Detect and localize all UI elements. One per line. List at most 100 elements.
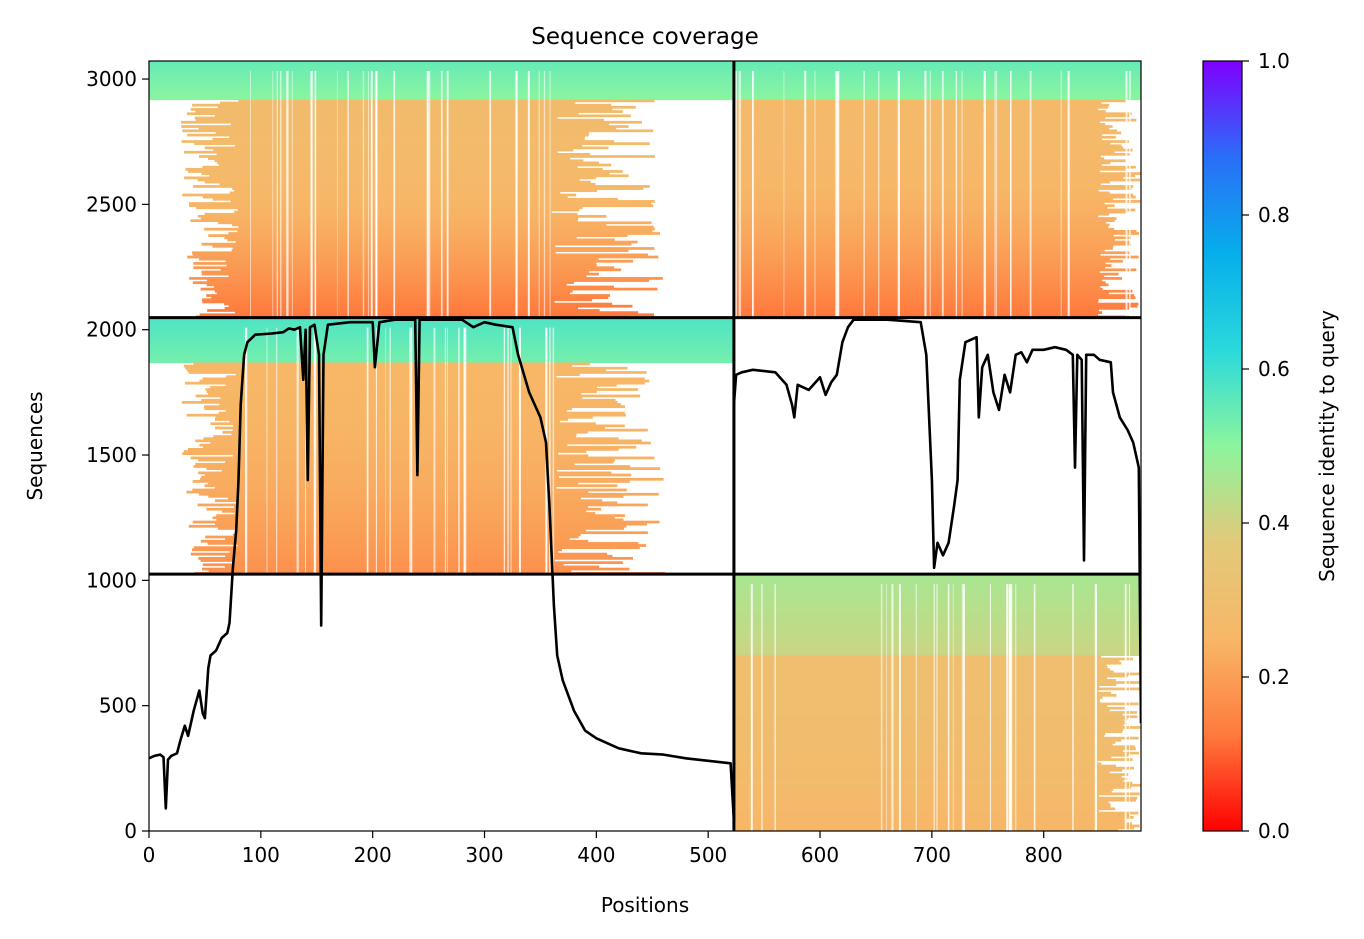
coverage-gap bbox=[835, 71, 838, 318]
coverage-row bbox=[733, 142, 1111, 146]
coverage-gap bbox=[878, 71, 880, 318]
coverage-row bbox=[733, 234, 1114, 237]
coverage-row bbox=[733, 116, 1106, 120]
coverage-block bbox=[733, 61, 1141, 319]
coverage-gap bbox=[961, 71, 963, 318]
coverage-gap bbox=[1006, 584, 1009, 831]
coverage-row bbox=[190, 552, 608, 556]
coverage-row bbox=[208, 234, 628, 237]
coverage-gap bbox=[375, 71, 378, 318]
coverage-gap bbox=[891, 584, 894, 831]
coverage-row bbox=[188, 371, 647, 374]
coverage-gap bbox=[393, 71, 396, 318]
coverage-row bbox=[733, 279, 1103, 282]
coverage-row bbox=[733, 666, 1108, 669]
coverage-gap bbox=[266, 327, 268, 575]
coverage-row bbox=[202, 195, 568, 199]
coverage-row bbox=[733, 161, 1111, 165]
coverage-heatmap bbox=[149, 61, 1141, 831]
coverage-row bbox=[733, 296, 1136, 300]
colorbar-tick-label: 0.0 bbox=[1258, 819, 1290, 843]
colorbar-tick-label: 0.4 bbox=[1258, 511, 1290, 535]
coverage-row bbox=[186, 413, 626, 417]
coverage-row bbox=[733, 771, 1110, 774]
coverage-row bbox=[733, 206, 1108, 210]
coverage-row bbox=[733, 69, 1141, 73]
coverage-gap bbox=[751, 71, 755, 318]
coverage-row bbox=[206, 283, 567, 287]
coverage-row bbox=[733, 259, 1123, 263]
coverage-row bbox=[232, 187, 644, 190]
coverage-row bbox=[149, 339, 734, 342]
x-axis-label: Positions bbox=[601, 893, 689, 917]
coverage-gap bbox=[286, 71, 289, 318]
coverage-row bbox=[733, 93, 1141, 96]
coverage-row bbox=[733, 661, 1122, 665]
coverage-row bbox=[733, 578, 1141, 582]
coverage-row bbox=[209, 174, 629, 178]
coverage-row bbox=[199, 257, 599, 261]
coverage-row bbox=[191, 548, 562, 552]
coverage-row bbox=[733, 311, 1103, 314]
coverage-row bbox=[214, 499, 603, 503]
coverage-row bbox=[229, 135, 585, 139]
coverage-gap bbox=[947, 584, 950, 831]
coverage-row bbox=[733, 67, 1141, 71]
coverage-gap bbox=[804, 71, 807, 318]
colorbar-tick-label: 1.0 bbox=[1258, 49, 1290, 73]
coverage-row bbox=[235, 373, 580, 376]
coverage-row bbox=[733, 110, 1106, 113]
coverage-row bbox=[207, 157, 571, 160]
coverage-row bbox=[733, 713, 1123, 716]
coverage-row bbox=[733, 702, 1139, 706]
coverage-row bbox=[733, 779, 1124, 783]
coverage-row bbox=[733, 762, 1102, 766]
coverage-row bbox=[733, 118, 1137, 122]
coverage-row bbox=[205, 535, 579, 539]
coverage-row bbox=[181, 125, 629, 128]
coverage-gap bbox=[995, 71, 998, 318]
coverage-row bbox=[238, 225, 654, 229]
coverage-row bbox=[149, 321, 734, 325]
coverage-row bbox=[733, 63, 1141, 66]
coverage-row bbox=[212, 516, 615, 520]
coverage-row bbox=[733, 208, 1136, 212]
coverage-gap bbox=[863, 71, 865, 318]
coverage-row bbox=[733, 178, 1141, 182]
coverage-row bbox=[206, 294, 610, 297]
coverage-row bbox=[733, 197, 1113, 201]
coverage-gap bbox=[738, 71, 742, 318]
coverage-row bbox=[199, 379, 650, 383]
coverage-gap bbox=[897, 71, 900, 318]
y-tick-label: 1000 bbox=[86, 568, 137, 592]
coverage-row bbox=[733, 221, 1107, 225]
coverage-row bbox=[733, 82, 1141, 86]
coverage-gap bbox=[367, 71, 369, 318]
coverage-row bbox=[733, 219, 1115, 223]
coverage-row bbox=[149, 336, 734, 340]
coverage-gap bbox=[941, 71, 944, 318]
coverage-row bbox=[149, 334, 734, 338]
coverage-row bbox=[198, 127, 617, 131]
coverage-row bbox=[733, 229, 1137, 233]
coverage-row bbox=[733, 193, 1134, 197]
coverage-gap bbox=[1015, 584, 1017, 831]
x-axis: 0 100 200 300 400 500 600 700 800 bbox=[143, 831, 1063, 867]
coverage-row bbox=[149, 349, 734, 353]
coverage-row bbox=[208, 495, 624, 498]
coverage-row bbox=[733, 704, 1108, 708]
chart-title: Sequence coverage bbox=[531, 24, 759, 50]
coverage-row bbox=[733, 268, 1137, 272]
coverage-row bbox=[733, 691, 1112, 695]
coverage-row bbox=[733, 176, 1124, 180]
coverage-row bbox=[193, 266, 615, 270]
coverage-row bbox=[196, 206, 583, 210]
coverage-row bbox=[216, 152, 591, 156]
coverage-row bbox=[212, 244, 556, 248]
coverage-row bbox=[733, 738, 1122, 742]
coverage-row bbox=[216, 514, 625, 517]
coverage-row bbox=[230, 200, 655, 203]
coverage-row bbox=[224, 302, 613, 306]
coverage-row bbox=[733, 300, 1099, 304]
coverage-row bbox=[189, 204, 654, 208]
